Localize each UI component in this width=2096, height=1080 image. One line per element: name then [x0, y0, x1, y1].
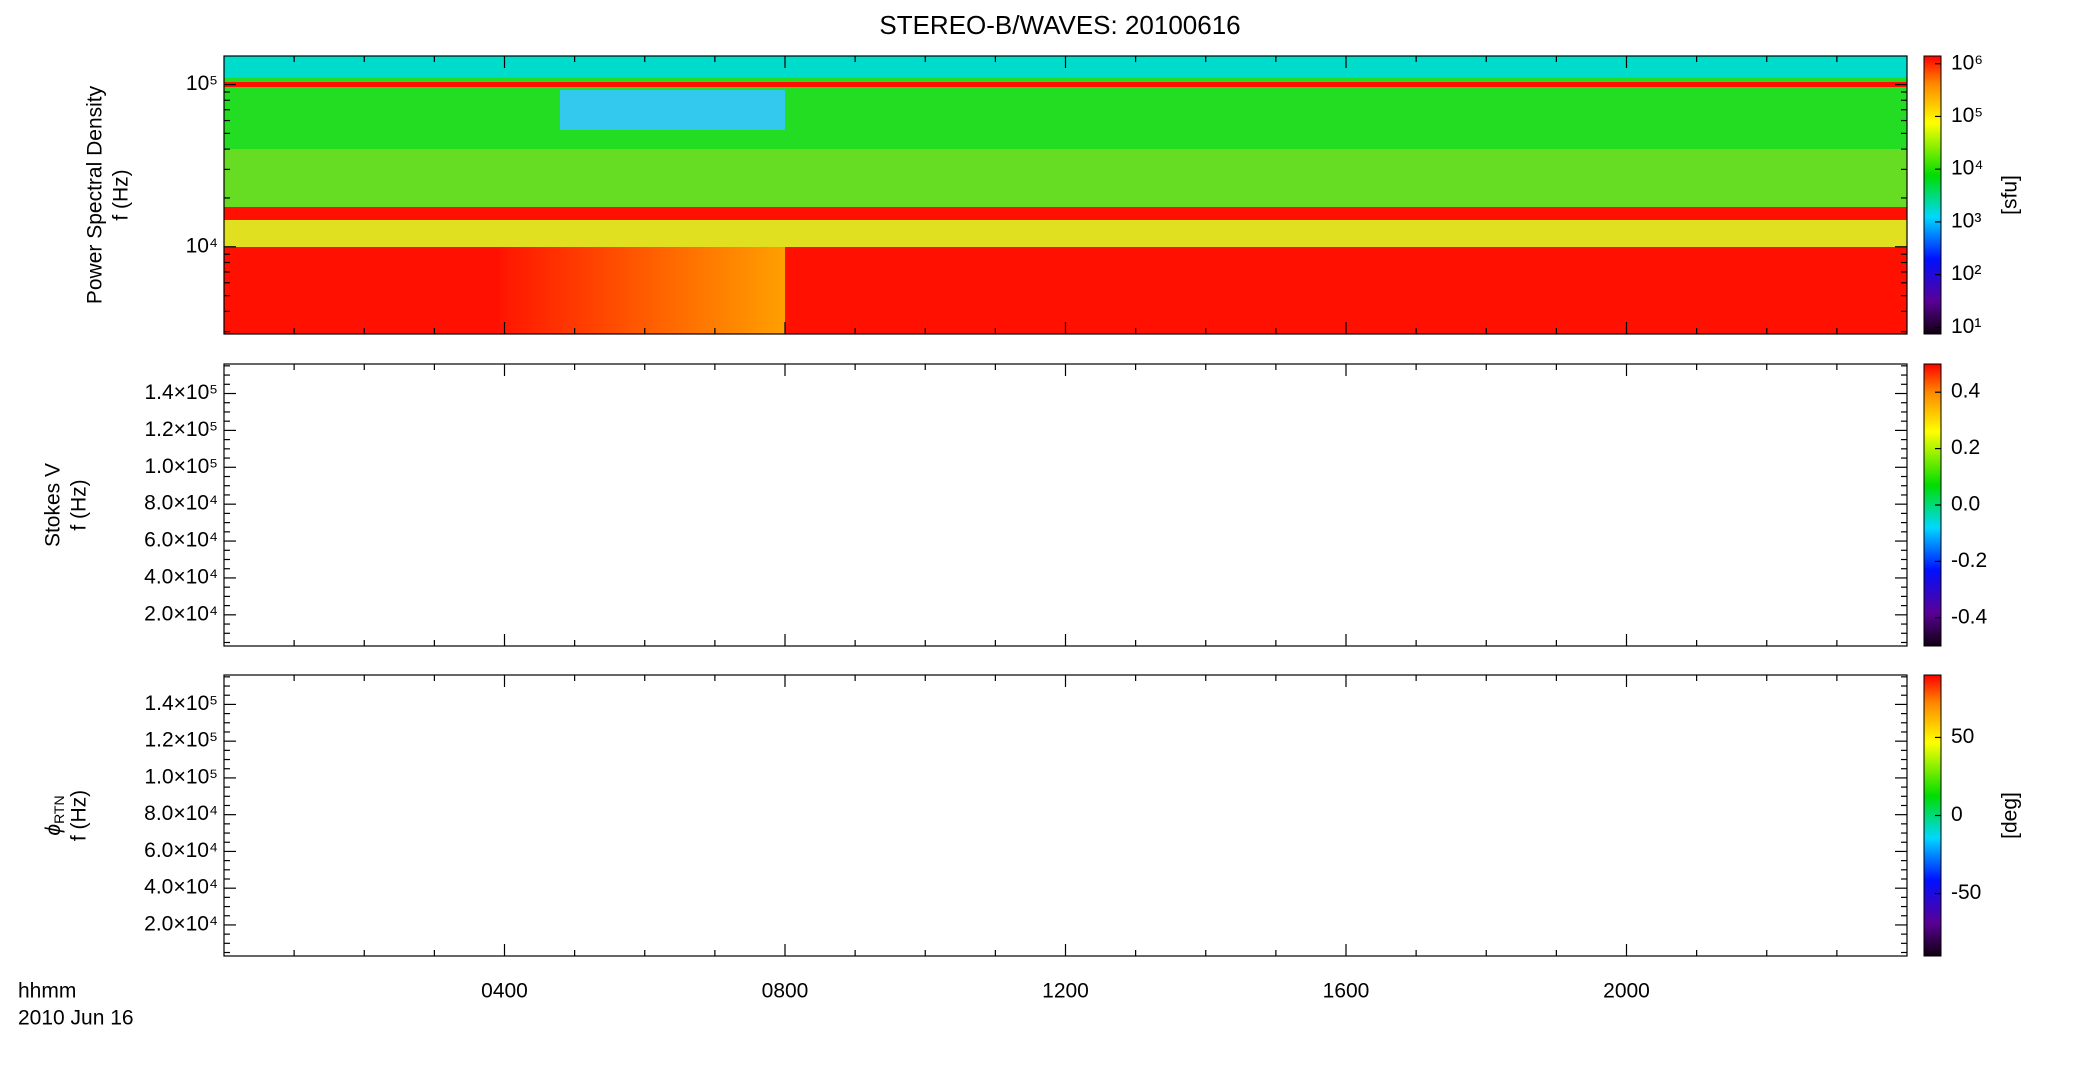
y-axis-label: Power Spectral Density [84, 85, 107, 304]
y-axis-label: f (Hz) [110, 169, 133, 220]
colorbar-tick-label: -0.4 [1951, 605, 1988, 628]
x-axis-label: hhmm [18, 980, 76, 1003]
y-tick-label: 10⁵ [186, 72, 218, 95]
y-axis-label: Stokes V [42, 463, 65, 547]
y-tick-label: 1.4×10⁵ [144, 381, 218, 404]
colorbar-tick-label: 10³ [1951, 209, 1981, 232]
chart-title: STEREO-B/WAVES: 20100616 [879, 10, 1240, 40]
x-axis-label: 2010 Jun 16 [18, 1007, 134, 1030]
y-tick-label: 4.0×10⁴ [144, 876, 218, 899]
y-tick-label: 1.4×10⁵ [144, 692, 218, 715]
y-axis-label: ϕRTN [42, 795, 67, 835]
y-tick-label: 2.0×10⁴ [144, 912, 218, 935]
colorbar-tick-label: 0.0 [1951, 493, 1980, 516]
colorbar-tick-label: 10⁴ [1951, 157, 1983, 180]
y-tick-label: 1.2×10⁵ [144, 729, 218, 752]
x-tick-label: 0400 [481, 980, 528, 1003]
y-tick-label: 10⁴ [186, 234, 218, 257]
colorbar-tick-label: 10¹ [1951, 315, 1981, 338]
y-tick-label: 2.0×10⁴ [144, 602, 218, 625]
y-tick-label: 8.0×10⁴ [144, 492, 218, 515]
colorbar-label: [deg] [1999, 792, 2022, 839]
x-tick-label: 1200 [1042, 980, 1089, 1003]
y-tick-label: 8.0×10⁴ [144, 802, 218, 825]
x-tick-label: 2000 [1603, 980, 1650, 1003]
y-tick-label: 1.2×10⁵ [144, 418, 218, 441]
colorbar-tick-label: 0.2 [1951, 436, 1980, 459]
y-axis-label-symbol: ϕ [42, 824, 65, 836]
colorbar [1923, 55, 1942, 335]
colorbar-tick-label: -50 [1951, 881, 1981, 904]
colorbar-tick-label: 0 [1951, 803, 1963, 826]
y-axis-label-subscript: RTN [51, 795, 67, 824]
colorbar-tick-label: 10⁵ [1951, 104, 1983, 127]
y-tick-label: 1.0×10⁵ [144, 455, 218, 478]
colorbar-label: [sfu] [1999, 175, 2022, 215]
colorbar-tick-label: 50 [1951, 725, 1974, 748]
plot-frame [223, 674, 1908, 957]
y-tick-label: 6.0×10⁴ [144, 839, 218, 862]
y-tick-label: 1.0×10⁵ [144, 765, 218, 788]
x-tick-label: 0800 [762, 980, 809, 1003]
colorbar-tick-label: 10⁶ [1951, 51, 1983, 74]
colorbar-tick-label: -0.2 [1951, 549, 1987, 572]
plot-frame [223, 363, 1908, 647]
y-tick-label: 4.0×10⁴ [144, 565, 218, 588]
x-tick-label: 1600 [1323, 980, 1370, 1003]
y-tick-label: 6.0×10⁴ [144, 529, 218, 552]
y-axis-label: f (Hz) [68, 790, 91, 841]
y-axis-label: f (Hz) [68, 479, 91, 530]
colorbar-tick-label: 0.4 [1951, 380, 1981, 403]
spectrogram-image [224, 56, 1907, 334]
colorbar-tick-label: 10² [1951, 262, 1981, 285]
